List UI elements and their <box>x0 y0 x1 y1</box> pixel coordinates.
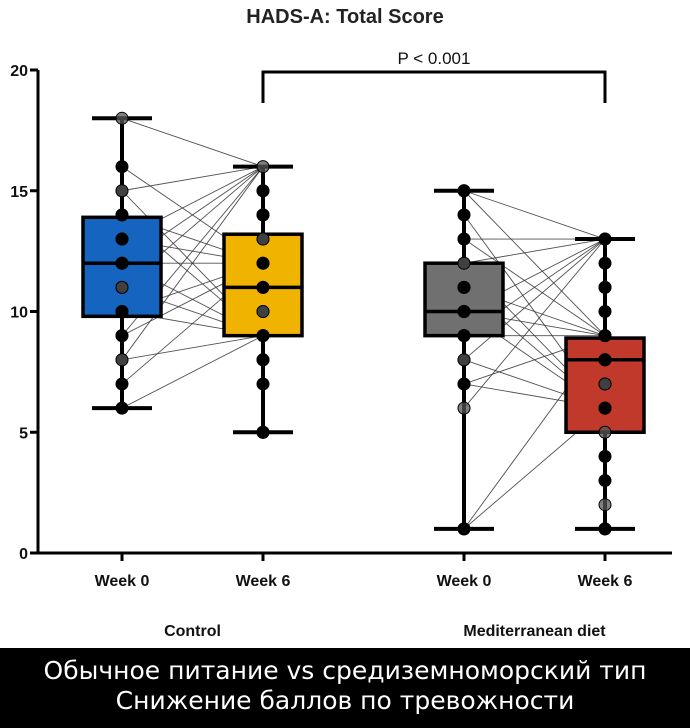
x-tick-label: Week 0 <box>437 573 492 590</box>
data-point <box>457 208 471 222</box>
y-tick-label: 20 <box>10 63 28 80</box>
pairing-line <box>121 335 264 361</box>
pairing-line <box>463 238 606 409</box>
pairing-line <box>121 166 264 192</box>
x-tick-label: Week 0 <box>95 573 150 590</box>
data-point <box>457 305 471 318</box>
data-point <box>256 425 270 439</box>
data-point <box>115 184 129 198</box>
data-point <box>598 280 612 294</box>
pairing-line <box>121 335 264 409</box>
data-point <box>598 256 612 270</box>
pairing-line <box>463 238 606 264</box>
data-point <box>457 353 471 367</box>
data-point <box>115 377 129 391</box>
data-point <box>598 401 612 415</box>
data-point <box>256 232 270 246</box>
data-point <box>115 305 129 318</box>
group-label-control: Control <box>164 623 221 640</box>
p-value-label: P < 0.001 <box>398 49 471 68</box>
data-point <box>256 377 270 391</box>
chart-area: HADS-A: Total Score 0 5 10 15 20 Week 0 Week 6 W… <box>10 6 672 640</box>
data-point <box>457 329 471 343</box>
y-tick-label: 10 <box>10 305 28 322</box>
data-point <box>256 208 270 222</box>
pairing-line <box>463 190 606 336</box>
caption-banner: Обычное питание vs средиземноморский тип… <box>0 648 690 728</box>
data-point <box>598 353 612 367</box>
pairing-line <box>121 117 264 168</box>
data-point <box>598 329 612 343</box>
data-point <box>598 377 612 391</box>
caption-line-1: Обычное питание vs средиземноморский тип <box>43 656 647 685</box>
box-iqr <box>423 261 505 338</box>
data-point <box>598 305 612 318</box>
x-tick-label: Week 6 <box>578 573 633 590</box>
data-point <box>256 353 270 367</box>
data-point <box>457 280 471 294</box>
box-plot-chart: HADS-A: Total Score 0 5 10 15 20 Week 0 Week 6 W… <box>10 6 672 640</box>
data-point <box>115 256 129 270</box>
pairing-line <box>463 238 606 361</box>
chart-title: HADS-A: Total Score <box>246 6 443 28</box>
data-point <box>598 498 612 512</box>
data-point <box>457 401 471 415</box>
data-point <box>457 256 471 270</box>
data-point <box>457 184 471 198</box>
x-tick-label: Week 6 <box>236 573 291 590</box>
data-point <box>598 232 612 246</box>
y-tick-label: 5 <box>19 425 28 442</box>
data-point <box>115 160 129 174</box>
group-label-mediterranean: Mediterranean diet <box>463 623 606 640</box>
data-point <box>598 474 612 488</box>
data-point <box>115 208 129 222</box>
pairing-line <box>121 166 264 361</box>
data-point <box>598 425 612 439</box>
data-point <box>115 232 129 246</box>
data-point <box>457 522 471 536</box>
data-point <box>256 160 270 174</box>
data-point <box>115 111 129 125</box>
data-point <box>256 329 270 343</box>
data-point <box>115 280 129 294</box>
data-point <box>256 280 270 294</box>
data-point <box>256 184 270 198</box>
data-point <box>115 329 129 343</box>
significance-bracket <box>261 70 607 103</box>
data-point <box>256 305 270 318</box>
data-point <box>598 449 612 463</box>
y-tick-label: 0 <box>19 546 28 563</box>
data-point <box>457 232 471 246</box>
data-point <box>256 256 270 270</box>
data-point <box>457 377 471 391</box>
data-point <box>115 353 129 367</box>
data-point <box>598 522 612 536</box>
caption-line-2: Снижение баллов по тревожности <box>115 686 575 715</box>
y-tick-label: 15 <box>10 184 28 201</box>
pairing-line <box>463 190 606 240</box>
data-point <box>115 401 129 415</box>
